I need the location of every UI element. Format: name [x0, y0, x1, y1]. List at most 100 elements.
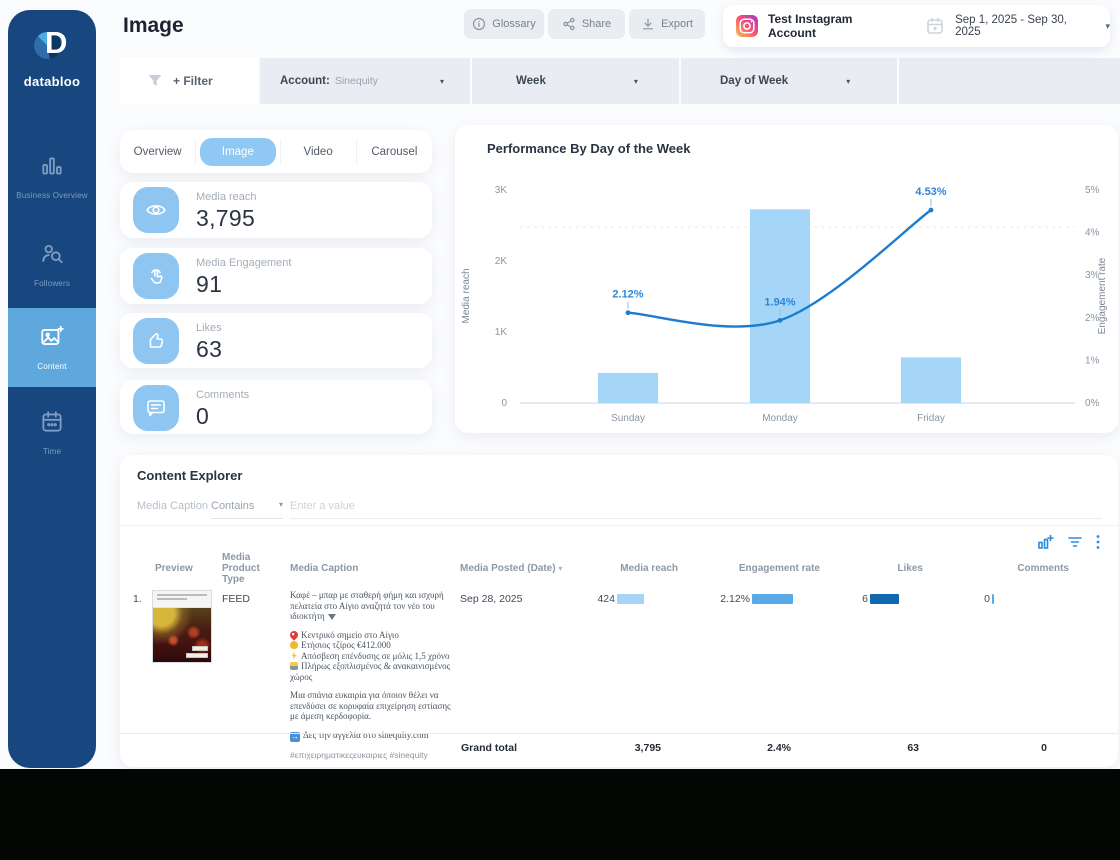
tab-carousel[interactable]: Carousel — [371, 145, 418, 158]
content-explorer-title: Content Explorer — [137, 468, 243, 483]
sort-caret-icon: ▾ — [558, 564, 563, 573]
media-caption-cell: Καφέ – μπαρ με σταθερή φήμη και ισχυρή π… — [288, 590, 454, 768]
performance-chart-card: Performance By Day of the Week 0 1K 2K 3K 0%… — [455, 125, 1118, 433]
sidebar: D databloo Business Overview Followers C… — [8, 10, 96, 768]
chevron-down-icon: ▾ — [633, 76, 638, 86]
caption-filter-operator[interactable]: Contains ▾ — [211, 500, 283, 519]
engagement-rate-cell: 2.12% — [720, 593, 750, 605]
add-filter-button[interactable]: + Filter — [120, 58, 258, 104]
column-header-engagement-rate[interactable]: Engagement rate — [738, 563, 820, 574]
share-button[interactable]: Share — [548, 9, 625, 39]
tab-overview[interactable]: Overview — [133, 145, 182, 158]
money-bag-emoji — [290, 641, 298, 649]
info-icon — [473, 17, 486, 31]
svg-text:2%: 2% — [1085, 313, 1100, 324]
tab-image[interactable]: Image — [200, 137, 276, 166]
hashtags: #επιχειρηματικεςευκαιριες #sinequity — [290, 749, 428, 760]
page-title: Image — [123, 14, 184, 37]
svg-text:2.12%: 2.12% — [612, 289, 643, 301]
chevron-down-icon: ▾ — [278, 500, 283, 509]
engagement-rate-minibar — [752, 594, 793, 604]
filter-day-of-week[interactable]: Day of Week ▾ — [720, 75, 851, 87]
metric-value: 0 — [196, 403, 210, 429]
filter-week[interactable]: Week ▾ — [516, 75, 638, 87]
svg-text:4.53%: 4.53% — [915, 186, 946, 198]
databloo-logo-icon: D — [32, 25, 72, 66]
media-type-tabs: Overview Image Video Carousel — [120, 130, 432, 173]
filter-lines-icon[interactable] — [1067, 535, 1083, 549]
metric-label: Media Engagement — [196, 257, 292, 269]
metric-label: Media reach — [196, 191, 257, 203]
image-plus-icon — [39, 324, 65, 350]
databloo-logo: D databloo — [8, 25, 96, 89]
metric-card-media-reach: Media reach 3,795 — [120, 182, 432, 238]
comment-icon — [133, 385, 179, 431]
pin-emoji — [288, 628, 300, 641]
likes-cell: 6 — [862, 593, 868, 605]
table-toolbar — [1037, 534, 1100, 550]
column-header-comments[interactable]: Comments — [1017, 563, 1069, 574]
glossary-button[interactable]: Glossary — [464, 9, 544, 39]
funnel-icon — [148, 74, 162, 86]
metric-label: Comments — [196, 389, 250, 401]
comments-minibar — [992, 594, 994, 604]
svg-text:Media reach: Media reach — [461, 268, 472, 323]
media-posted-cell: Sep 28, 2025 — [460, 593, 523, 605]
grand-total-label: Grand total — [461, 742, 518, 754]
instagram-icon — [736, 15, 758, 37]
caption-filter-field: Media Caption — [137, 500, 208, 512]
eye-icon — [133, 187, 179, 233]
svg-text:Sunday: Sunday — [611, 413, 645, 424]
filter-account[interactable]: Account: Sinequity ▾ — [280, 75, 445, 87]
grand-total-likes: 63 — [907, 742, 919, 754]
sidebar-item-time[interactable]: Time — [8, 404, 96, 460]
sidebar-item-content[interactable]: Content — [8, 308, 96, 387]
chevron-down-icon: ▾ — [440, 76, 445, 86]
media-preview-thumbnail[interactable] — [152, 590, 212, 663]
grand-total-media-reach: 3,795 — [634, 742, 661, 754]
arrow-right-emoji: → — [290, 731, 300, 742]
column-header-media-product-type[interactable]: Media Product Type — [222, 552, 260, 585]
bolt-emoji — [291, 651, 297, 660]
sidebar-item-followers[interactable]: Followers — [8, 236, 96, 292]
media-product-type-cell: FEED — [222, 593, 251, 605]
calendar-icon — [925, 16, 945, 36]
svg-text:0: 0 — [501, 398, 507, 409]
metric-card-likes: Likes 63 — [120, 313, 432, 368]
metric-value: 3,795 — [196, 205, 256, 231]
svg-text:Monday: Monday — [762, 413, 798, 424]
tab-video[interactable]: Video — [303, 145, 333, 158]
column-header-media-caption[interactable]: Media Caption — [290, 563, 359, 574]
metric-value: 91 — [196, 271, 223, 297]
filter-bar: + Filter Account: Sinequity ▾ Week ▾ Day… — [120, 58, 1120, 104]
thumbs-up-icon — [133, 318, 179, 364]
row-index: 1. — [133, 593, 142, 605]
sidebar-item-business-overview[interactable]: Business Overview — [8, 148, 96, 204]
metric-label: Likes — [196, 322, 222, 334]
column-header-preview[interactable]: Preview — [155, 563, 193, 574]
kebab-menu-icon[interactable] — [1096, 534, 1100, 550]
svg-text:4%: 4% — [1085, 228, 1100, 239]
account-selector[interactable]: Test Instagram Account Sep 1, 2025 - Sep… — [723, 5, 1110, 47]
performance-combo-chart[interactable]: 0 1K 2K 3K 0% 1% 2% 3% 4% 5% Sunday Monday Friday 2.1… — [455, 125, 1118, 433]
comments-cell: 0 — [984, 593, 990, 605]
column-header-media-reach[interactable]: Media reach — [620, 563, 678, 574]
svg-text:2K: 2K — [495, 256, 508, 267]
chevron-down-icon: ▾ — [1105, 20, 1110, 31]
column-header-likes[interactable]: Likes — [897, 563, 923, 574]
metric-card-comments: Comments 0 — [120, 380, 432, 434]
media-reach-cell: 424 — [597, 593, 615, 605]
date-range[interactable]: Sep 1, 2025 - Sep 30, 2025 — [955, 14, 1067, 38]
grand-total-comments: 0 — [1041, 742, 1047, 754]
construction-emoji — [290, 662, 298, 670]
export-button[interactable]: Export — [629, 9, 705, 39]
caption-filter-input[interactable]: Enter a value — [290, 500, 1102, 519]
media-reach-minibar — [617, 594, 644, 604]
account-name: Test Instagram Account — [768, 12, 853, 40]
content-explorer-card: Content Explorer Media Caption Contains … — [120, 455, 1118, 767]
grand-total-engagement-rate: 2.4% — [767, 742, 791, 754]
followers-search-icon — [39, 241, 65, 267]
chart-add-icon[interactable] — [1037, 534, 1054, 550]
column-header-media-posted[interactable]: Media Posted (Date) ▾ — [460, 563, 563, 574]
